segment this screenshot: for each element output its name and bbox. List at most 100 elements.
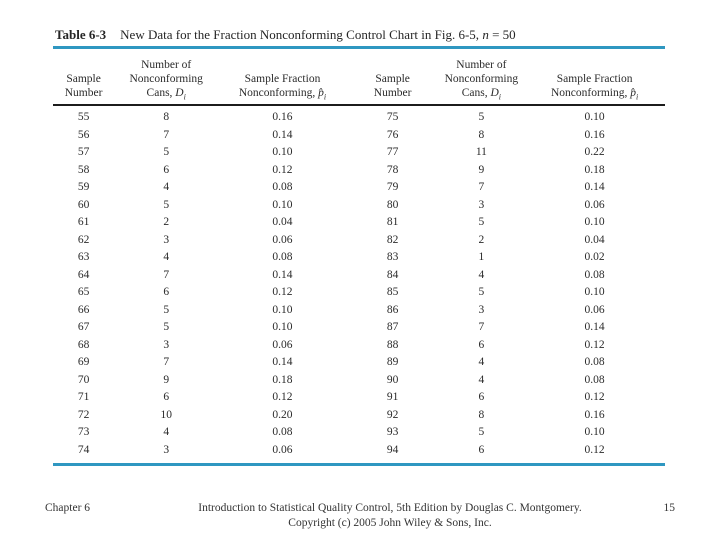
table-cell: 6 bbox=[478, 338, 485, 351]
table-row: 69 7 0.14 89 4 0.08 bbox=[53, 354, 665, 372]
table-cell: 75 bbox=[386, 111, 399, 123]
column-header: Sample Fraction Nonconforming, p̂i bbox=[524, 49, 665, 106]
table-cell: 0.08 bbox=[272, 251, 293, 263]
footer-credit-line2: Copyright (c) 2005 John Wiley & Sons, In… bbox=[288, 517, 492, 529]
table-cell: 0.14 bbox=[584, 181, 605, 193]
table-cell: 0.08 bbox=[272, 181, 293, 193]
table-cell: 77 bbox=[386, 146, 399, 158]
table-cell: 5 bbox=[163, 146, 170, 158]
table-cell: 0.16 bbox=[584, 408, 605, 421]
table-cell: 58 bbox=[77, 163, 90, 176]
table-cell: 69 bbox=[77, 356, 90, 368]
title-rule bbox=[53, 46, 665, 49]
table-cell: 0.12 bbox=[272, 391, 293, 403]
table-row: 64 7 0.14 84 4 0.08 bbox=[53, 267, 665, 285]
table-cell: 0.12 bbox=[272, 163, 293, 176]
table-cell: 83 bbox=[386, 251, 399, 263]
table-cell: 1 bbox=[478, 251, 485, 263]
table-cell: 6 bbox=[163, 391, 170, 403]
table-cell: 8 bbox=[478, 408, 485, 421]
table-cell: 70 bbox=[77, 373, 90, 386]
table-cell: 4 bbox=[478, 356, 485, 368]
table-row: 61 2 0.04 81 5 0.10 bbox=[53, 214, 665, 232]
table-header-row: Sample Number Number of Nonconforming Cans, … bbox=[53, 49, 665, 106]
table-cell: 4 bbox=[163, 426, 170, 438]
table-cell: 84 bbox=[386, 268, 399, 281]
table-cell: 0.14 bbox=[272, 356, 293, 368]
table-cell: 0.16 bbox=[272, 111, 293, 123]
table-cell: 0.06 bbox=[272, 233, 293, 246]
table-cell: 0.04 bbox=[272, 216, 293, 228]
table-cell: 9 bbox=[478, 163, 485, 176]
table-cell: 3 bbox=[163, 338, 170, 351]
table-cell: 2 bbox=[163, 216, 170, 228]
table-cell: 93 bbox=[386, 426, 399, 438]
table-cell: 66 bbox=[77, 303, 90, 316]
table-cell: 0.08 bbox=[584, 373, 605, 386]
table-cell: 0.10 bbox=[584, 216, 605, 228]
table-caption-var: n bbox=[482, 27, 489, 42]
table-cell: 64 bbox=[77, 268, 90, 281]
table-row: 72 10 0.20 92 8 0.16 bbox=[53, 407, 665, 425]
table-cell: 0.12 bbox=[272, 286, 293, 298]
table-cell: 89 bbox=[386, 356, 399, 368]
table-cell: 6 bbox=[163, 163, 170, 176]
table-cell: 0.10 bbox=[272, 146, 293, 158]
table-cell: 92 bbox=[386, 408, 399, 421]
table-cell: 0.06 bbox=[584, 198, 605, 211]
table-row: 60 5 0.10 80 3 0.06 bbox=[53, 197, 665, 215]
table-cell: 3 bbox=[478, 198, 485, 211]
table-cell: 76 bbox=[386, 128, 399, 141]
table-cell: 0.10 bbox=[272, 198, 293, 211]
table-row: 57 5 0.10 77 11 0.22 bbox=[53, 144, 665, 162]
table-cell: 0.14 bbox=[272, 128, 293, 141]
table-cell: 5 bbox=[478, 216, 485, 228]
table-caption-text: New Data for the Fraction Nonconforming … bbox=[120, 27, 483, 42]
table-cell: 3 bbox=[163, 233, 170, 246]
column-header: Sample Number bbox=[53, 49, 115, 106]
table-row: 67 5 0.10 87 7 0.14 bbox=[53, 319, 665, 337]
table-row: 66 5 0.10 86 3 0.06 bbox=[53, 302, 665, 320]
footer-chapter: Chapter 6 bbox=[45, 502, 91, 514]
table-cell: 57 bbox=[77, 146, 90, 158]
table-row: 68 3 0.06 88 6 0.12 bbox=[53, 337, 665, 355]
table-cell: 8 bbox=[478, 128, 485, 141]
table-cell: 0.16 bbox=[584, 128, 605, 141]
table-cell: 7 bbox=[478, 321, 485, 333]
table-row: 74 3 0.06 94 6 0.12 bbox=[53, 442, 665, 460]
table-cell: 67 bbox=[77, 321, 90, 333]
table-cell: 0.04 bbox=[584, 233, 605, 246]
table-cell: 86 bbox=[386, 303, 399, 316]
table-cell: 0.18 bbox=[272, 373, 293, 386]
table-cell: 81 bbox=[386, 216, 399, 228]
table-cell: 3 bbox=[478, 303, 485, 316]
footer-page-number: 15 bbox=[663, 502, 676, 514]
table-cell: 5 bbox=[478, 111, 485, 123]
table-caption: New Data for the Fraction Nonconforming … bbox=[120, 27, 515, 42]
column-header: Sample Number bbox=[346, 49, 439, 106]
table-6-3: Table 6-3 New Data for the Fraction Nonco… bbox=[53, 27, 665, 466]
table-cell: 62 bbox=[77, 233, 90, 246]
table-row: 58 6 0.12 78 9 0.18 bbox=[53, 162, 665, 180]
table-cell: 4 bbox=[478, 268, 485, 281]
table-row: 73 4 0.08 93 5 0.10 bbox=[53, 424, 665, 442]
table-row: 71 6 0.12 91 6 0.12 bbox=[53, 389, 665, 407]
table-label: Table 6-3 bbox=[55, 27, 107, 42]
table-cell: 10 bbox=[160, 408, 172, 421]
table-cell: 60 bbox=[77, 198, 90, 211]
data-table: Sample Number Number of Nonconforming Cans, … bbox=[53, 49, 665, 459]
table-cell: 2 bbox=[478, 233, 485, 246]
table-cell: 4 bbox=[478, 373, 485, 386]
table-cell: 56 bbox=[77, 128, 90, 141]
table-cell: 72 bbox=[77, 408, 90, 421]
table-cell: 0.12 bbox=[584, 338, 605, 351]
table-cell: 82 bbox=[386, 233, 399, 246]
table-cell: 0.14 bbox=[272, 268, 293, 281]
table-cell: 5 bbox=[478, 426, 485, 438]
table-cell: 78 bbox=[386, 163, 399, 176]
table-title: Table 6-3 New Data for the Fraction Nonco… bbox=[53, 27, 665, 43]
table-cell: 0.08 bbox=[584, 268, 605, 281]
table-cell: 0.08 bbox=[272, 426, 293, 438]
table-cell: 0.06 bbox=[584, 303, 605, 316]
